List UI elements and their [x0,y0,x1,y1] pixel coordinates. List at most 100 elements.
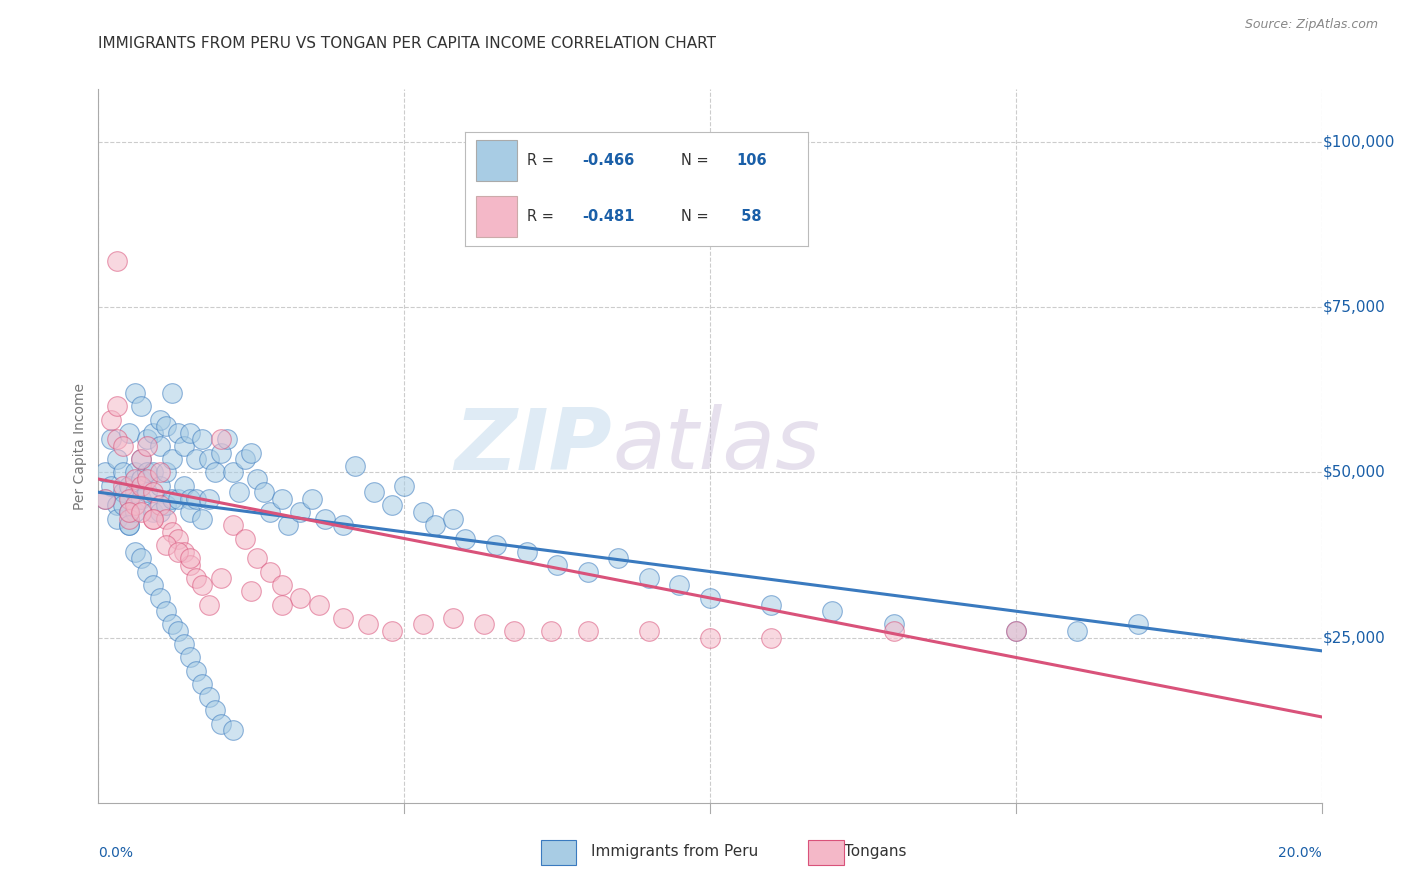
Text: $25,000: $25,000 [1323,630,1386,645]
Text: 0.0%: 0.0% [98,846,134,860]
Point [105,499,128,513]
Point [191,511,214,525]
Point [136,485,159,500]
Point [129,472,152,486]
Point [124,466,146,480]
Y-axis label: Per Capita Income: Per Capita Income [73,383,87,509]
Point [204,466,226,480]
Point [228,485,250,500]
Point [546,558,568,572]
Point [252,485,274,500]
Point [142,485,165,500]
Point [191,578,214,592]
Text: N =: N = [681,153,713,168]
Text: N =: N = [681,209,713,224]
Point [124,499,146,513]
Point [149,439,172,453]
Point [1128,617,1150,632]
Point [100,433,122,447]
Point [381,624,404,638]
Point [124,472,146,486]
Point [308,598,330,612]
Point [637,571,661,585]
Point [173,439,195,453]
Text: 106: 106 [735,153,766,168]
Point [118,478,141,492]
Point [197,452,219,467]
Point [314,511,336,525]
Text: ZIP: ZIP [454,404,612,488]
Point [233,532,256,546]
Point [129,551,152,566]
Point [277,518,299,533]
Point [111,439,134,453]
Point [270,491,292,506]
Point [356,617,378,632]
Point [363,485,385,500]
Point [111,478,134,492]
Point [179,551,201,566]
Text: atlas: atlas [612,404,820,488]
Point [129,452,152,467]
Text: Source: ZipAtlas.com: Source: ZipAtlas.com [1244,18,1378,31]
Point [699,591,721,605]
Point [155,538,177,552]
Point [668,578,690,592]
Point [118,491,141,506]
Point [540,624,562,638]
Point [93,466,115,480]
Point [160,491,183,506]
Point [186,571,208,585]
Point [441,611,464,625]
Point [173,478,195,492]
Point [392,478,416,492]
Point [412,617,434,632]
Point [332,518,354,533]
Point [270,598,292,612]
Point [173,637,195,651]
Point [179,650,201,665]
Point [149,591,172,605]
Point [142,578,165,592]
Point [209,433,232,447]
Point [233,452,256,467]
Point [111,485,134,500]
Point [472,617,495,632]
Point [699,631,721,645]
Point [160,617,183,632]
Point [191,677,214,691]
Point [441,511,464,525]
Point [124,485,146,500]
Text: $75,000: $75,000 [1323,300,1386,315]
Point [209,445,232,459]
Point [136,439,159,453]
Point [179,505,201,519]
Point [290,591,312,605]
Point [129,400,152,414]
Point [204,703,226,717]
Point [167,624,190,638]
Point [454,532,477,546]
Point [883,624,905,638]
Text: R =: R = [527,153,558,168]
Text: -0.481: -0.481 [582,209,634,224]
Point [124,545,146,559]
Point [149,412,172,426]
Point [246,472,269,486]
Point [240,445,263,459]
Point [149,466,172,480]
Point [1004,624,1026,638]
Text: IMMIGRANTS FROM PERU VS TONGAN PER CAPITA INCOME CORRELATION CHART: IMMIGRANTS FROM PERU VS TONGAN PER CAPIT… [98,36,717,51]
Point [124,505,146,519]
Point [93,491,115,506]
Point [129,478,152,492]
Point [485,538,508,552]
FancyBboxPatch shape [475,140,517,181]
Point [167,425,190,440]
Point [124,386,146,401]
FancyBboxPatch shape [475,196,517,237]
Text: $100,000: $100,000 [1323,135,1395,150]
Point [179,558,201,572]
Point [100,412,122,426]
Point [423,518,446,533]
